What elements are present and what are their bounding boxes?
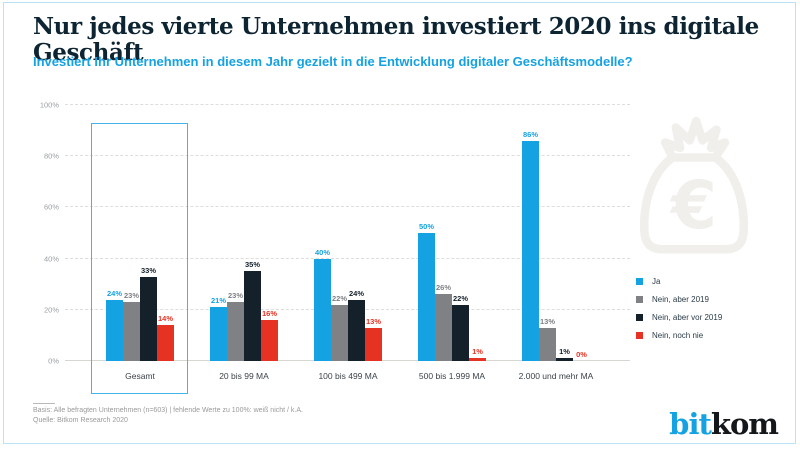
page-title: Nur jedes vierte Unternehmen investiert … (33, 13, 759, 67)
gesamt-highlight-box (91, 123, 188, 394)
bar-value-label: 1% (472, 347, 483, 357)
bar-group: 24% 23% 33% 14% (106, 105, 174, 361)
bar (435, 294, 452, 361)
x-axis-category-label: 500 bis 1.999 MA (418, 371, 486, 381)
y-axis-tick-label: 80% (43, 151, 59, 161)
y-axis-tick-label: 20% (43, 305, 59, 315)
bar (227, 302, 244, 361)
basis-note: Basis: Alle befragten Unternehmen (n=603… (33, 407, 303, 414)
bar-value-label: 23% (227, 291, 244, 301)
bar-group: 86% 13% 1% 0% (522, 105, 590, 361)
bar-value-label: 13% (539, 316, 556, 326)
bar-value-label: 26% (435, 283, 452, 293)
bar-value-label: 35% (244, 260, 261, 270)
x-axis-category-label: 2.000 und mehr MA (518, 371, 594, 381)
bar (261, 320, 278, 361)
legend-label: Nein, noch nie (652, 331, 704, 340)
gridline-100: 100% (40, 101, 630, 110)
bar (140, 276, 157, 361)
legend-swatch (636, 314, 643, 321)
bar-value-label: 24% (348, 288, 365, 298)
bar-value-label: 21% (210, 296, 227, 306)
y-axis-tick-label: 100% (39, 100, 59, 110)
gridline-80: 80% (44, 152, 630, 161)
bar-value-label: 22% (331, 293, 348, 303)
legend-item: Nein, aber 2019 (636, 295, 722, 304)
bar (314, 258, 331, 361)
money-bag-euro-icon: € (639, 116, 749, 254)
y-axis-tick-label: 0% (48, 356, 59, 366)
bitkom-logo-kom: kom (710, 407, 779, 441)
legend-label: Nein, aber vor 2019 (652, 313, 723, 322)
bar (123, 302, 140, 361)
bar-value-label: 13% (365, 316, 382, 326)
chart-legend: Ja Nein, aber 2019 Nein, aber vor 2019 Nein… (636, 277, 722, 349)
legend-item: Ja (636, 277, 722, 286)
legend-item: Nein, aber vor 2019 (636, 313, 722, 322)
bar-value-label: 40% (314, 247, 331, 257)
legend-swatch (636, 296, 643, 303)
bar-value-label: 14% (157, 314, 174, 324)
bar (210, 307, 227, 361)
source-note: Quelle: Bitkom Research 2020 (33, 417, 128, 424)
legend-label: Ja (652, 277, 661, 286)
bar (331, 304, 348, 361)
x-axis-category-label: 20 bis 99 MA (219, 371, 269, 381)
bar (539, 327, 556, 361)
x-axis-category-label: 100 bis 499 MA (318, 371, 378, 381)
bar (452, 304, 469, 361)
y-axis-tick-label: 40% (43, 254, 59, 264)
bar-group: 50% 26% 22% 1% (418, 105, 486, 361)
bar (106, 299, 123, 361)
y-axis-tick-label: 60% (43, 202, 59, 212)
bitkom-logo: bitkom (669, 407, 779, 441)
survey-question-subtitle: Investiert Ihr Unternehmen in diesem Jah… (33, 54, 633, 69)
bar-value-label: 16% (261, 309, 278, 319)
bar-value-label: 86% (522, 129, 539, 139)
bar (469, 358, 486, 361)
bar (157, 325, 174, 361)
bar-value-label: 22% (452, 293, 469, 303)
bar-value-label: 23% (123, 291, 140, 301)
gridline-60: 60% (44, 203, 630, 212)
grouped-bar-chart: 0% 20% 40% 60% 80% 100% 24% 23% 33% 14% 21% 23% 35%… (40, 101, 630, 394)
bar (418, 233, 435, 361)
bar-value-label: 50% (418, 222, 435, 231)
gridline-40: 40% (44, 254, 630, 263)
bar-group: 40% 22% 24% 13% (314, 105, 382, 361)
bitkom-logo-bit: bit (669, 407, 712, 441)
bar-value-label: 33% (140, 265, 157, 275)
bar-value-label: 0% (576, 350, 587, 359)
legend-label: Nein, aber 2019 (652, 295, 709, 304)
legend-item: Nein, noch nie (636, 331, 722, 340)
x-axis-category-label: Gesamt (125, 371, 155, 381)
bar (365, 327, 382, 361)
legend-swatch (636, 278, 643, 285)
bar (522, 140, 539, 361)
bar (348, 299, 365, 361)
bar (556, 358, 573, 361)
legend-swatch (636, 332, 643, 339)
bar-group: 21% 23% 35% 16% (210, 105, 278, 361)
svg-text:€: € (669, 167, 717, 244)
bar (244, 271, 261, 361)
bar-value-label: 24% (106, 288, 123, 298)
footer-divider (33, 403, 55, 404)
bar-value-label: 1% (559, 347, 570, 357)
